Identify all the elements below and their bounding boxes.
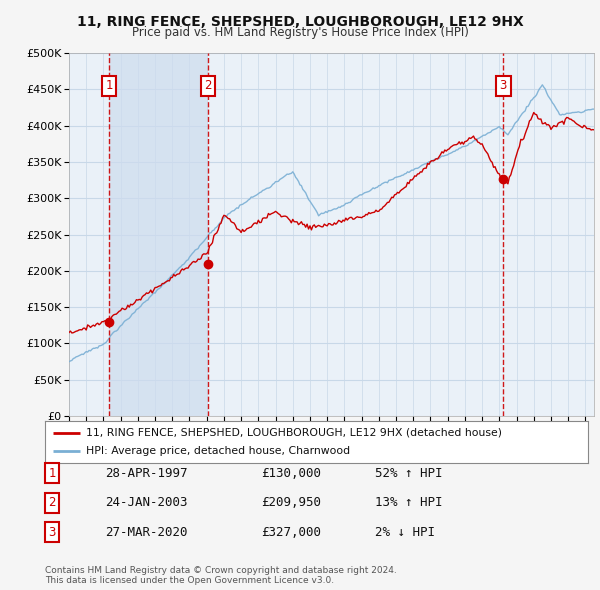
- Text: 11, RING FENCE, SHEPSHED, LOUGHBOROUGH, LE12 9HX (detached house): 11, RING FENCE, SHEPSHED, LOUGHBOROUGH, …: [86, 428, 502, 438]
- Text: 28-APR-1997: 28-APR-1997: [105, 467, 187, 480]
- Text: HPI: Average price, detached house, Charnwood: HPI: Average price, detached house, Char…: [86, 446, 350, 456]
- Text: £327,000: £327,000: [261, 526, 321, 539]
- Text: 1: 1: [49, 467, 56, 480]
- Text: £209,950: £209,950: [261, 496, 321, 509]
- Text: 2: 2: [49, 496, 56, 509]
- Text: 2% ↓ HPI: 2% ↓ HPI: [375, 526, 435, 539]
- Text: 3: 3: [49, 526, 56, 539]
- Text: 1: 1: [105, 79, 113, 92]
- Text: £130,000: £130,000: [261, 467, 321, 480]
- Text: 13% ↑ HPI: 13% ↑ HPI: [375, 496, 443, 509]
- Text: Price paid vs. HM Land Registry's House Price Index (HPI): Price paid vs. HM Land Registry's House …: [131, 26, 469, 39]
- Text: 52% ↑ HPI: 52% ↑ HPI: [375, 467, 443, 480]
- Text: 11, RING FENCE, SHEPSHED, LOUGHBOROUGH, LE12 9HX: 11, RING FENCE, SHEPSHED, LOUGHBOROUGH, …: [77, 15, 523, 29]
- Text: 2: 2: [204, 79, 212, 92]
- Text: 27-MAR-2020: 27-MAR-2020: [105, 526, 187, 539]
- Text: Contains HM Land Registry data © Crown copyright and database right 2024.
This d: Contains HM Land Registry data © Crown c…: [45, 566, 397, 585]
- Text: 3: 3: [500, 79, 507, 92]
- Text: 24-JAN-2003: 24-JAN-2003: [105, 496, 187, 509]
- Bar: [109, 53, 208, 416]
